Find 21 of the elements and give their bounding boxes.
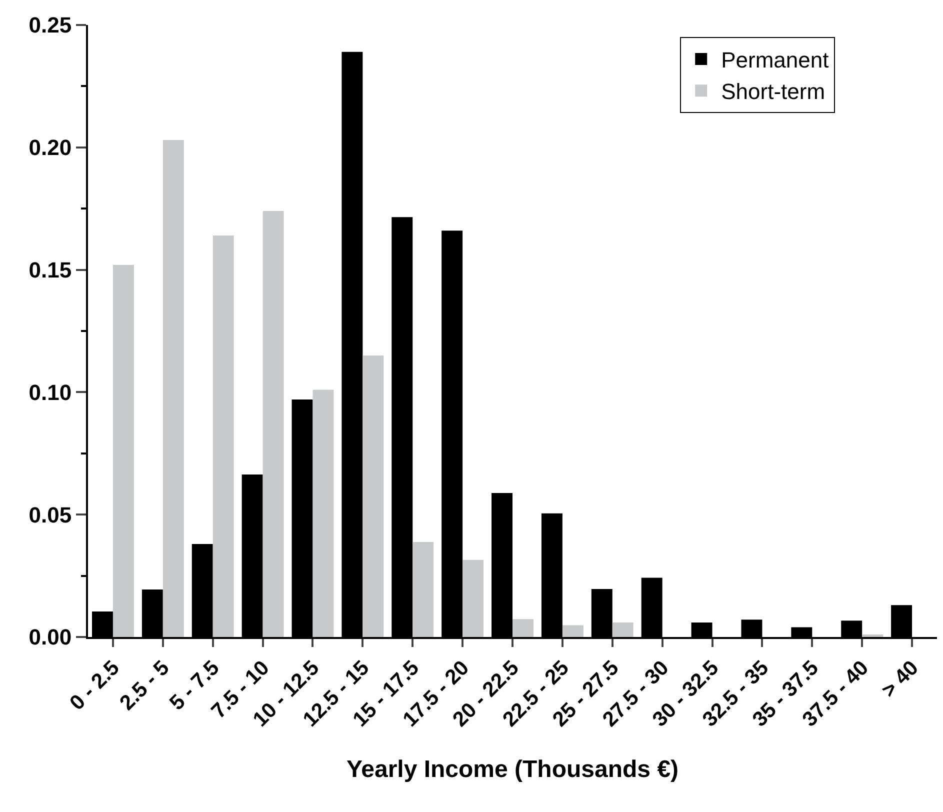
bar (162, 140, 184, 637)
bar (612, 622, 634, 637)
bar (112, 264, 134, 637)
bar (562, 625, 584, 637)
bar (312, 390, 334, 637)
bar (362, 355, 384, 637)
x-axis-title: Yearly Income (Thousands €) (346, 756, 679, 784)
bar (462, 560, 484, 637)
bar (412, 542, 434, 637)
y-tick-label: 0.10 (28, 380, 72, 405)
y-tick-label: 0.15 (28, 258, 72, 282)
bar (512, 619, 534, 637)
bar (262, 211, 284, 637)
bar (212, 236, 234, 637)
legend-label: Permanent (721, 48, 829, 73)
legend-label: Short-term (721, 79, 826, 104)
y-tick-label: 0.25 (28, 12, 72, 38)
x-tick-label: > 40 (877, 656, 923, 702)
y-tick-label: 0.00 (28, 624, 72, 650)
y-tick-label: 0.05 (28, 502, 72, 528)
y-tick-label: 0.20 (28, 135, 72, 160)
